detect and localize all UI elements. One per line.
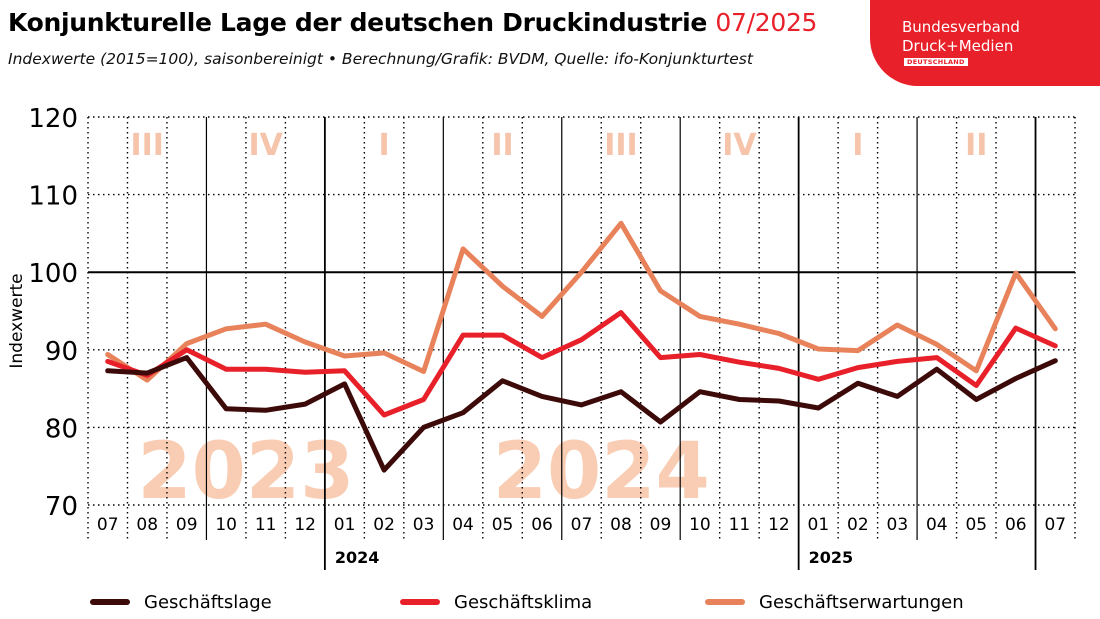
y-tick-label: 90 <box>45 337 78 367</box>
y-tick-label: 80 <box>45 414 78 444</box>
quarter-label: III <box>604 128 638 163</box>
quarter-label: I <box>379 128 390 163</box>
series-line-geschaeftslage <box>105 355 1058 473</box>
series-line-geschaeftsklima <box>105 310 1058 418</box>
legend-label: Geschäftslage <box>144 591 272 613</box>
x-tick-label: 12 <box>294 515 316 535</box>
x-tick-label: 10 <box>215 515 237 535</box>
logo-line1: Bundesverband <box>902 18 1020 36</box>
legend-item: Geschäftserwartungen <box>705 588 964 616</box>
x-tick-label: 06 <box>531 515 553 535</box>
x-tick-label: 11 <box>255 515 277 535</box>
quarter-label: I <box>852 128 863 163</box>
x-tick-label: 04 <box>926 515 948 535</box>
legend-item: Geschäftslage <box>90 588 272 616</box>
series-line-geschaeftserwartungen <box>105 220 1058 383</box>
x-tick-label: 07 <box>97 515 119 535</box>
chart-legend: Geschäftslage Geschäftsklima Geschäftserwa… <box>0 588 1100 616</box>
x-tick-label: 11 <box>729 515 751 535</box>
x-tick-label: 04 <box>452 515 474 535</box>
legend-item: Geschäftsklima <box>400 588 592 616</box>
logo-line3: DEUTSCHLAND <box>904 58 968 66</box>
title-main: Konjunkturelle Lage der deutschen Drucki… <box>8 8 707 37</box>
x-tick-label: 03 <box>887 515 909 535</box>
legend-label: Geschäftsklima <box>454 591 593 613</box>
x-tick-label: 01 <box>808 515 830 535</box>
legend-swatch <box>90 599 130 605</box>
quarter-label: II <box>965 128 987 163</box>
quarter-label: III <box>130 128 164 163</box>
quarter-label: IV <box>722 128 757 163</box>
legend-swatch <box>705 599 745 605</box>
y-tick-label: 70 <box>45 492 78 522</box>
x-tick-label: 12 <box>768 515 790 535</box>
bvdm-logo: Bundesverband Druck+Medien DEUTSCHLAND <box>870 0 1100 86</box>
year-label: 2025 <box>809 548 854 567</box>
y-axis-label: Indexwerte <box>7 273 27 368</box>
y-tick-label: 110 <box>28 182 78 212</box>
legend-swatch <box>400 599 440 605</box>
y-tick-label: 120 <box>28 104 78 134</box>
x-tick-label: 08 <box>610 515 632 535</box>
x-tick-label: 07 <box>1044 515 1066 535</box>
x-tick-label: 10 <box>689 515 711 535</box>
logo-line2: Druck+Medien <box>902 37 1014 55</box>
x-tick-label: 02 <box>847 515 869 535</box>
x-tick-label: 05 <box>492 515 514 535</box>
chart-subtitle: Indexwerte (2015=100), saisonbereinigt •… <box>8 50 753 68</box>
x-tick-label: 03 <box>413 515 435 535</box>
x-tick-label: 09 <box>176 515 198 535</box>
x-tick-label: 09 <box>650 515 672 535</box>
quarter-label: II <box>491 128 513 163</box>
x-tick-label: 07 <box>571 515 593 535</box>
quarter-label: IV <box>248 128 283 163</box>
year-label: 2024 <box>335 548 380 567</box>
y-tick-label: 100 <box>28 259 78 289</box>
chart-title: Konjunkturelle Lage der deutschen Drucki… <box>8 8 817 37</box>
title-date: 07/2025 <box>715 8 818 37</box>
x-tick-label: 05 <box>965 515 987 535</box>
x-tick-label: 02 <box>373 515 395 535</box>
x-tick-label: 06 <box>1005 515 1027 535</box>
x-tick-label: 08 <box>136 515 158 535</box>
legend-label: Geschäftserwartungen <box>759 591 964 613</box>
x-tick-label: 01 <box>334 515 356 535</box>
